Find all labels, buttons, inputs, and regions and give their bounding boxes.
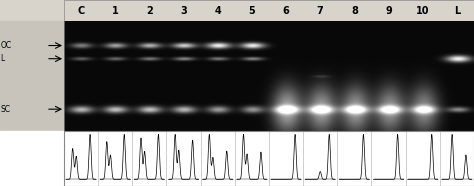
Text: L: L <box>0 54 5 63</box>
Text: SC: SC <box>0 105 10 114</box>
Text: L: L <box>454 6 460 16</box>
Bar <box>64 131 474 186</box>
Text: 9: 9 <box>385 6 392 16</box>
Text: 8: 8 <box>351 6 358 16</box>
Text: OC: OC <box>0 41 12 50</box>
Text: 2: 2 <box>146 6 153 16</box>
Text: 3: 3 <box>180 6 187 16</box>
Text: C: C <box>77 6 85 16</box>
Bar <box>0 0 474 21</box>
Text: 1: 1 <box>112 6 118 16</box>
Text: 7: 7 <box>317 6 324 16</box>
Bar <box>0 21 64 131</box>
Text: 6: 6 <box>283 6 290 16</box>
Text: 10: 10 <box>416 6 429 16</box>
Text: 5: 5 <box>248 6 255 16</box>
Text: 4: 4 <box>214 6 221 16</box>
Bar <box>64 0 474 131</box>
Bar <box>0 131 474 186</box>
